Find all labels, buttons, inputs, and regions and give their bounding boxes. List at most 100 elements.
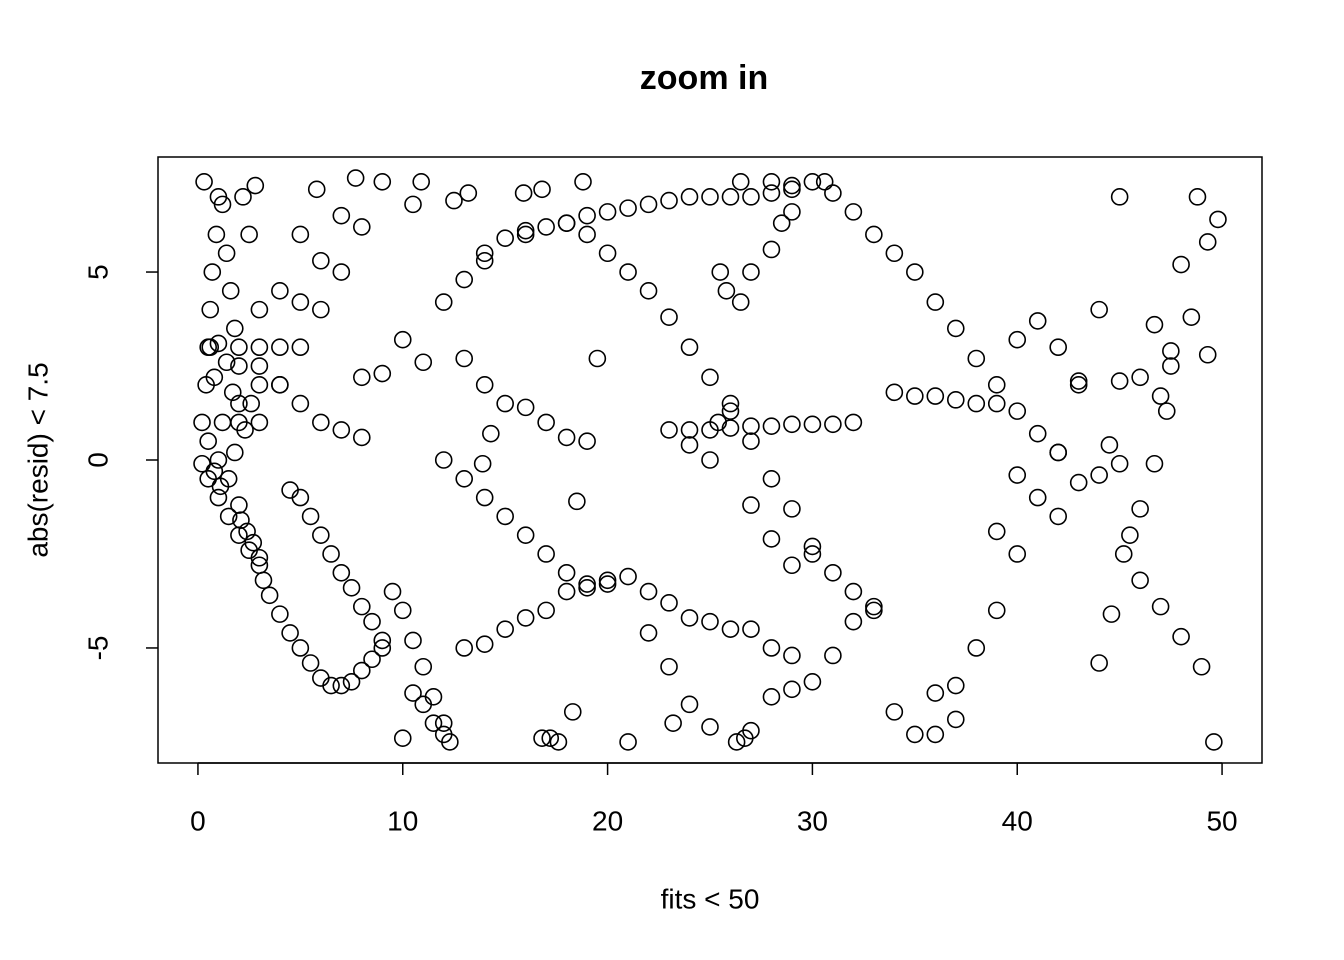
point [209,451,228,469]
point [352,428,371,447]
point [207,225,226,244]
x-tick-label: 10 [387,805,418,836]
point [824,646,842,665]
point [1192,657,1211,676]
point [332,206,351,225]
point [322,676,340,695]
point [434,293,453,311]
point [455,349,474,368]
point [926,725,945,744]
point [271,376,289,394]
point [1114,545,1133,563]
point [226,319,244,338]
point [455,270,474,289]
point [731,173,750,191]
point [680,695,699,714]
point [721,620,740,638]
point [199,338,217,357]
point [516,221,535,240]
point [404,631,422,650]
y-tick-label: 0 [82,452,113,468]
point [516,398,535,417]
point [271,605,289,623]
point [514,184,533,202]
point [424,714,443,732]
point [660,308,678,326]
point [906,387,924,405]
point [680,609,699,627]
point [250,413,269,432]
point [619,567,637,586]
point [424,688,443,706]
point [434,714,453,732]
point [1102,605,1121,623]
point [193,454,211,473]
point [244,533,263,552]
point [352,368,371,387]
point [383,582,402,601]
point [736,729,754,747]
point [639,582,658,601]
point [619,733,637,751]
point [203,263,222,281]
point [762,688,781,706]
point [578,225,596,244]
point [844,413,863,432]
point [250,357,269,375]
point [803,672,822,691]
point [701,718,719,736]
point [291,639,310,657]
point [598,203,617,221]
point [619,263,637,281]
point [906,263,924,281]
point [291,293,310,311]
point [639,624,658,642]
point [291,225,310,244]
point [824,184,842,202]
point [1110,372,1129,390]
point [1008,330,1027,349]
point [455,469,474,488]
point [660,421,678,439]
point [619,199,637,217]
point [1145,454,1164,473]
point [721,188,740,206]
point [1090,300,1108,319]
point [1145,315,1164,334]
point [1028,424,1047,443]
point [803,173,822,191]
point [250,300,269,319]
point [865,601,883,620]
point [342,579,361,597]
point [230,394,248,413]
point [414,353,433,372]
point [762,173,781,191]
point [803,415,822,434]
point [242,394,260,413]
point [1182,308,1201,326]
point [742,432,760,451]
point [281,624,299,642]
point [742,263,760,281]
point [473,454,492,473]
point [455,639,474,657]
point [762,639,781,657]
point [1110,454,1129,473]
point [475,635,494,654]
point [219,507,238,526]
point [1131,368,1149,387]
point [236,421,254,439]
point [783,203,801,221]
point [680,338,699,357]
x-tick-label: 0 [190,805,206,836]
point [301,654,320,672]
point [967,349,986,368]
point [701,188,719,206]
point [885,703,904,721]
point [987,522,1006,541]
point [223,383,242,402]
point [230,496,248,514]
point [414,695,433,714]
